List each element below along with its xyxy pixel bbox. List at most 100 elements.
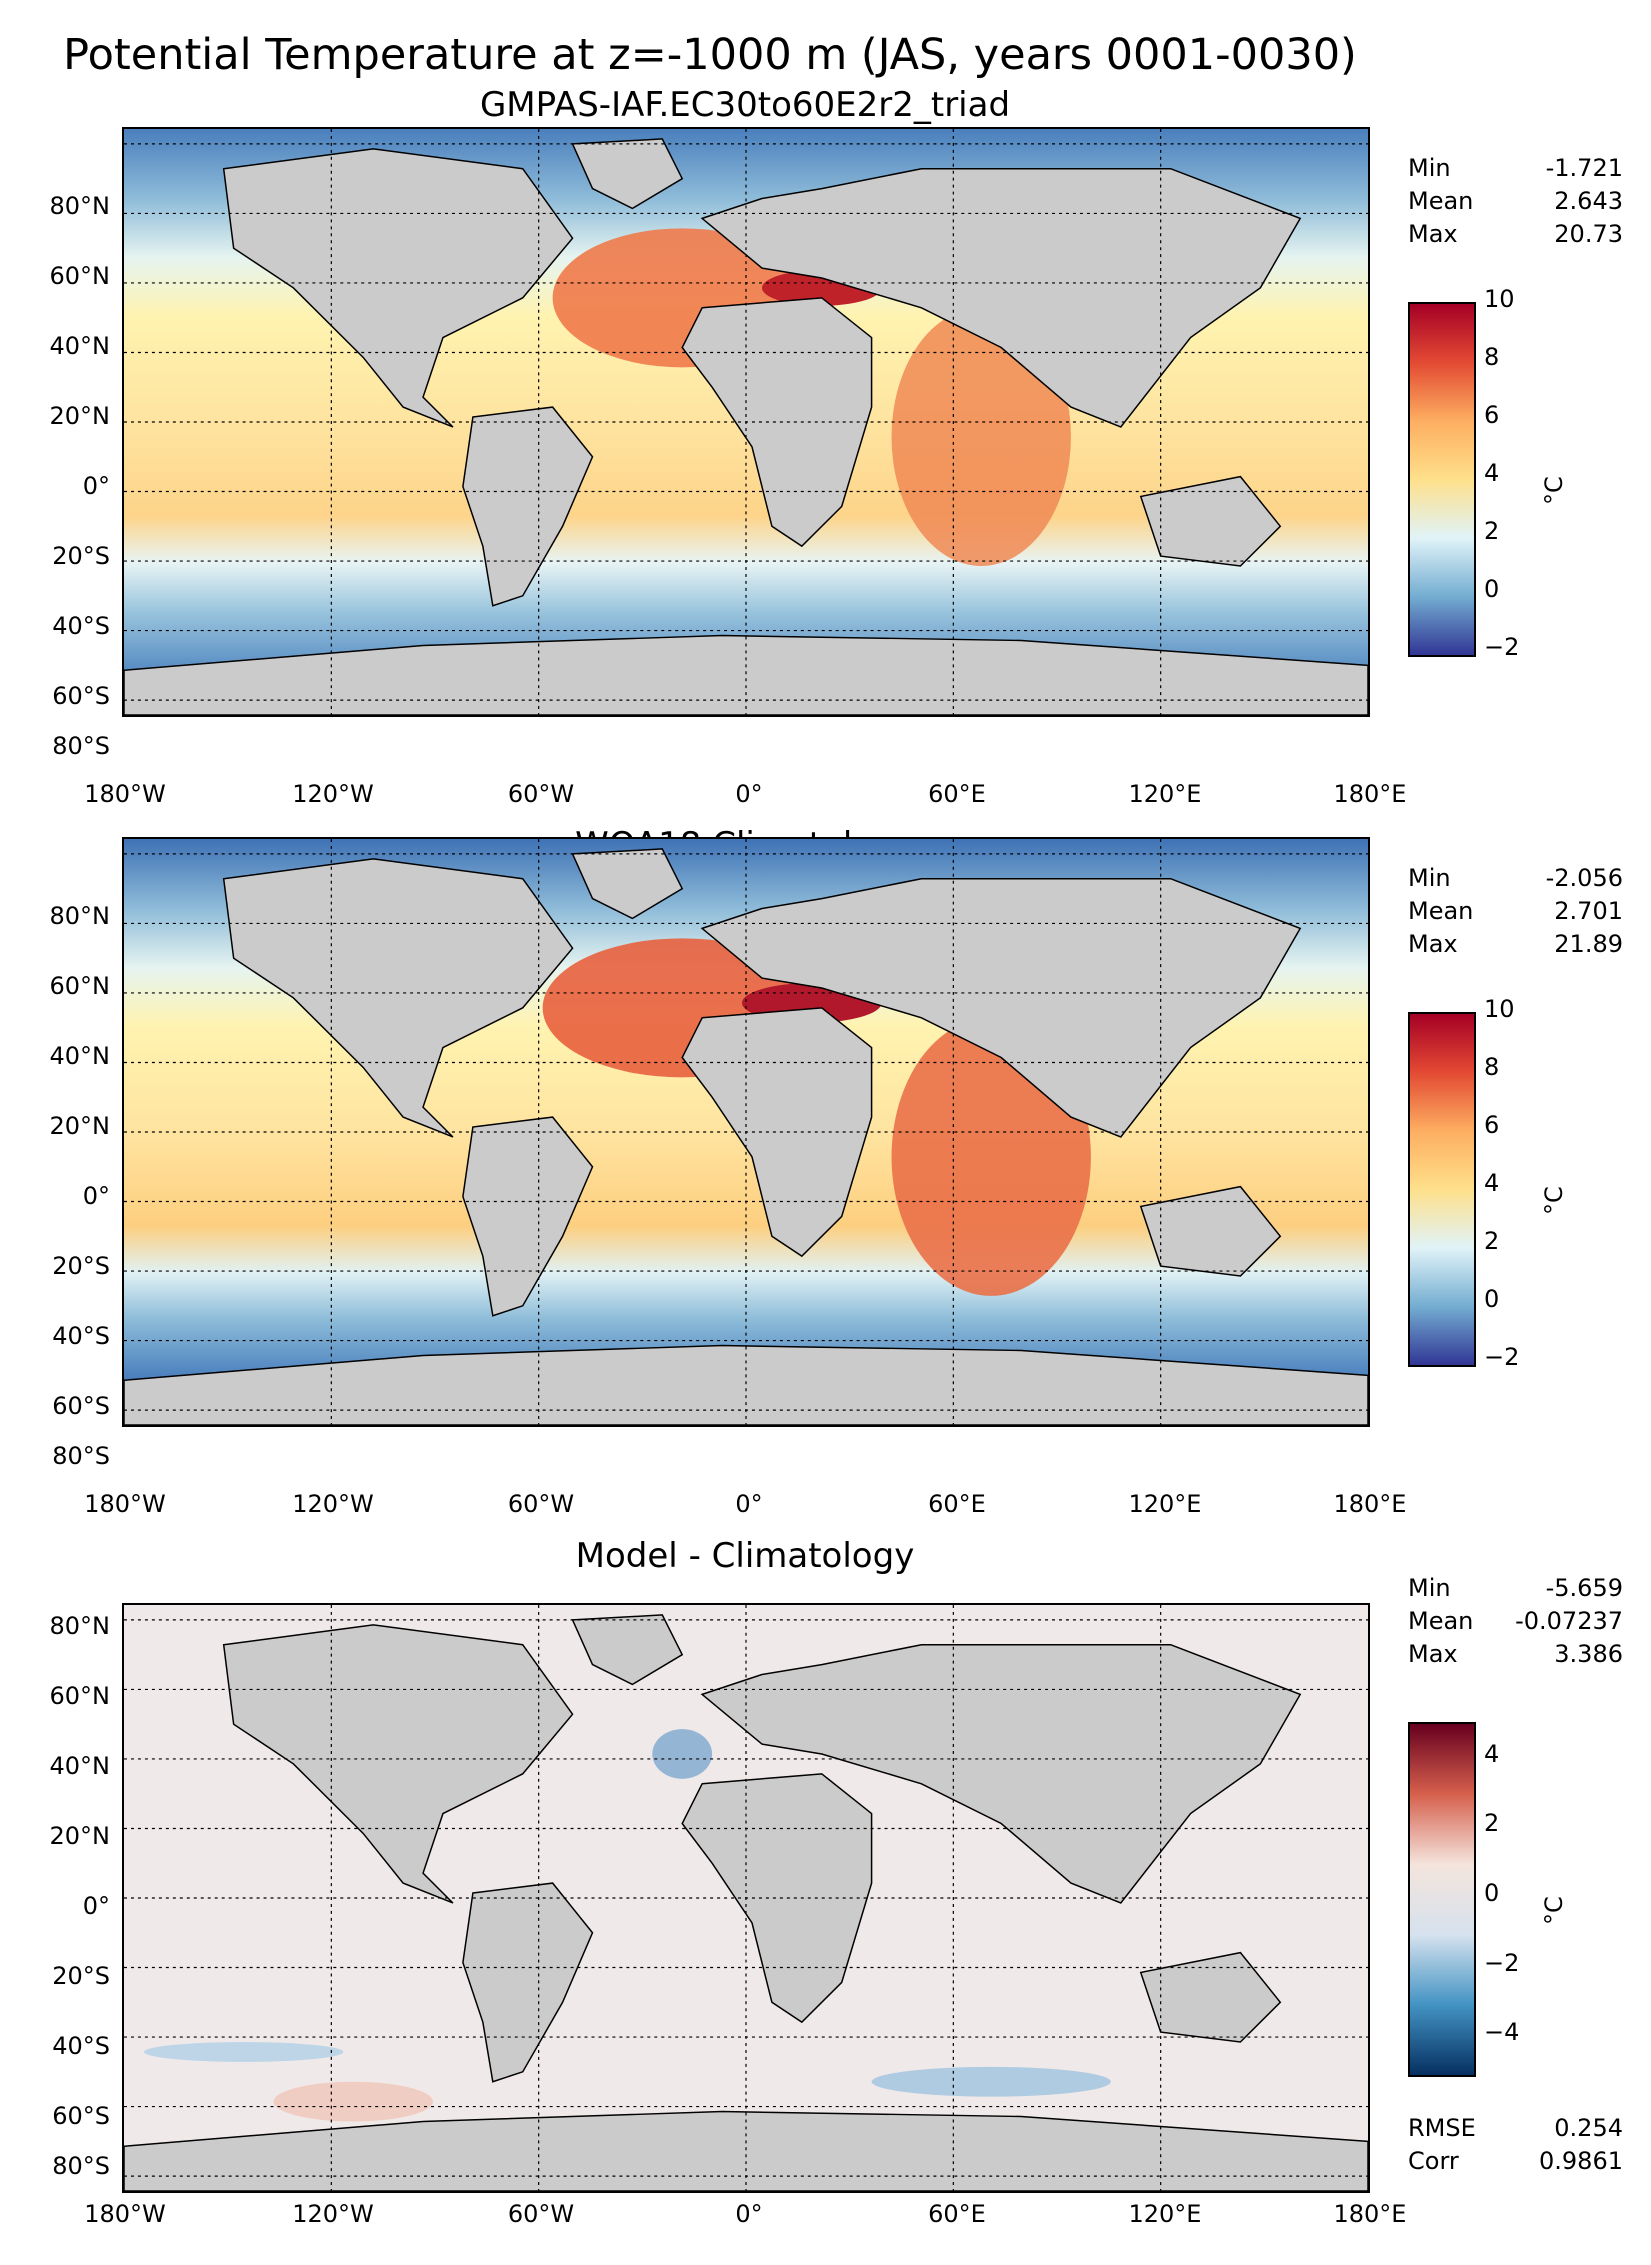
- lat-label: 20°S: [52, 1252, 110, 1280]
- colorbar-tick: −2: [1484, 1343, 1520, 1371]
- panel-title: GMPAS-IAF.EC30to60E2r2_triad: [479, 85, 1011, 125]
- stat-value: 0.9861: [1539, 2147, 1623, 2175]
- map-difference: [122, 1603, 1370, 2193]
- colorbar-tick: 2: [1484, 517, 1500, 545]
- lon-label: 120°E: [1128, 780, 1202, 808]
- colorbar-tick: 2: [1484, 1809, 1500, 1837]
- lat-label: 40°N: [49, 332, 111, 360]
- stat-label: Max: [1408, 220, 1458, 248]
- lat-label: 60°S: [52, 682, 110, 710]
- lon-label: 180°W: [84, 2200, 166, 2228]
- colorbar-tick: 4: [1484, 1740, 1500, 1768]
- lat-label: 60°N: [49, 972, 111, 1000]
- lon-label: 60°E: [928, 1490, 986, 1518]
- stat-label: Max: [1408, 1640, 1458, 1668]
- stats-box: Min -5.659 Mean -0.07237 Max 3.386: [1408, 1572, 1623, 1671]
- panel-climatology: WOA18 Climatology: [0, 790, 1651, 1518]
- colorbar-tick: 6: [1484, 401, 1500, 429]
- lon-label: 0°: [735, 2200, 763, 2228]
- colorbar-tick: 4: [1484, 1169, 1500, 1197]
- colorbar-tick: 8: [1484, 1053, 1500, 1081]
- lon-label: 180°W: [84, 780, 166, 808]
- lat-label: 40°N: [49, 1042, 111, 1070]
- stat-value: -2.056: [1545, 864, 1623, 892]
- colorbar-tick: 0: [1484, 1879, 1500, 1907]
- panel-model: GMPAS-IAF.EC30to60E2r2_triad: [0, 80, 1651, 808]
- lon-label: 120°E: [1128, 2200, 1202, 2228]
- lon-label: 0°: [735, 780, 763, 808]
- colorbar-tick: −2: [1484, 1949, 1520, 1977]
- stat-value: 20.73: [1554, 220, 1623, 248]
- colorbar-tick: −4: [1484, 2018, 1520, 2046]
- stat-label: Mean: [1408, 897, 1474, 925]
- lat-label: 80°N: [49, 192, 111, 220]
- lat-label: 20°N: [49, 1112, 111, 1140]
- stat-label: Min: [1408, 154, 1451, 182]
- colorbar-unit: °C: [1540, 1186, 1568, 1215]
- stat-value: 3.386: [1554, 1640, 1623, 1668]
- lat-label: 20°S: [52, 542, 110, 570]
- lon-label: 60°E: [928, 780, 986, 808]
- colorbar-tick: 10: [1484, 285, 1515, 313]
- lon-label: 180°E: [1333, 1490, 1407, 1518]
- colorbar-tick: −2: [1484, 633, 1520, 661]
- stat-label: Max: [1408, 930, 1458, 958]
- lon-label: 120°W: [292, 1490, 374, 1518]
- stats-box: Min -2.056 Mean 2.701 Max 21.89: [1408, 862, 1623, 961]
- lat-label: 40°S: [52, 1322, 110, 1350]
- skill-stats-box: RMSE 0.254 Corr 0.9861: [1408, 2112, 1623, 2178]
- lat-label: 40°N: [49, 1752, 111, 1780]
- stat-value: 2.701: [1554, 897, 1623, 925]
- lat-label: 80°S: [52, 2152, 110, 2180]
- colorbar-tick: 0: [1484, 575, 1500, 603]
- stat-value: 2.643: [1554, 187, 1623, 215]
- colorbar-tick: 4: [1484, 459, 1500, 487]
- panel-title: Model - Climatology: [575, 1536, 915, 1576]
- stat-label: Min: [1408, 1574, 1451, 1602]
- stat-label: Mean: [1408, 187, 1474, 215]
- lat-label: 80°N: [49, 902, 111, 930]
- lat-label: 20°N: [49, 402, 111, 430]
- stat-value: -1.721: [1545, 154, 1623, 182]
- colorbar: [1408, 1012, 1476, 1367]
- figure-title: Potential Temperature at z=-1000 m (JAS,…: [63, 30, 1357, 80]
- map-climatology: [122, 837, 1370, 1427]
- stat-label: Corr: [1408, 2147, 1459, 2175]
- lon-label: 60°W: [507, 1490, 575, 1518]
- colorbar: [1408, 302, 1476, 657]
- lat-label: 40°S: [52, 612, 110, 640]
- colorbar-unit: °C: [1540, 1896, 1568, 1925]
- lon-label: 120°W: [292, 2200, 374, 2228]
- lat-label: 60°N: [49, 262, 111, 290]
- lat-label: 60°S: [52, 1392, 110, 1420]
- lon-label: 180°E: [1333, 2200, 1407, 2228]
- stat-label: RMSE: [1408, 2114, 1476, 2142]
- stat-value: 21.89: [1554, 930, 1623, 958]
- lon-label: 180°E: [1333, 780, 1407, 808]
- lat-label: 0°: [82, 1182, 110, 1210]
- lon-label: 60°W: [507, 780, 575, 808]
- lat-label: 80°S: [52, 1442, 110, 1470]
- panel-difference: Model - Climatology: [0, 1500, 1651, 2228]
- lat-label: 0°: [82, 472, 110, 500]
- colorbar-tick: 0: [1484, 1285, 1500, 1313]
- lon-label: 60°E: [928, 2200, 986, 2228]
- lat-label: 60°S: [52, 2102, 110, 2130]
- lon-label: 0°: [735, 1490, 763, 1518]
- lon-label: 120°E: [1128, 1490, 1202, 1518]
- lat-label: 0°: [82, 1892, 110, 1920]
- lat-label: 80°N: [49, 1612, 111, 1640]
- lat-label: 80°S: [52, 732, 110, 760]
- lat-label: 20°N: [49, 1822, 111, 1850]
- lat-label: 60°N: [49, 1682, 111, 1710]
- colorbar-tick: 2: [1484, 1227, 1500, 1255]
- colorbar-tick: 6: [1484, 1111, 1500, 1139]
- stat-value: 0.254: [1554, 2114, 1623, 2142]
- lon-label: 120°W: [292, 780, 374, 808]
- map-model: [122, 127, 1370, 717]
- stat-label: Min: [1408, 864, 1451, 892]
- colorbar-tick: 8: [1484, 343, 1500, 371]
- lon-label: 60°W: [507, 2200, 575, 2228]
- stat-value: -5.659: [1545, 1574, 1623, 1602]
- lat-label: 20°S: [52, 1962, 110, 1990]
